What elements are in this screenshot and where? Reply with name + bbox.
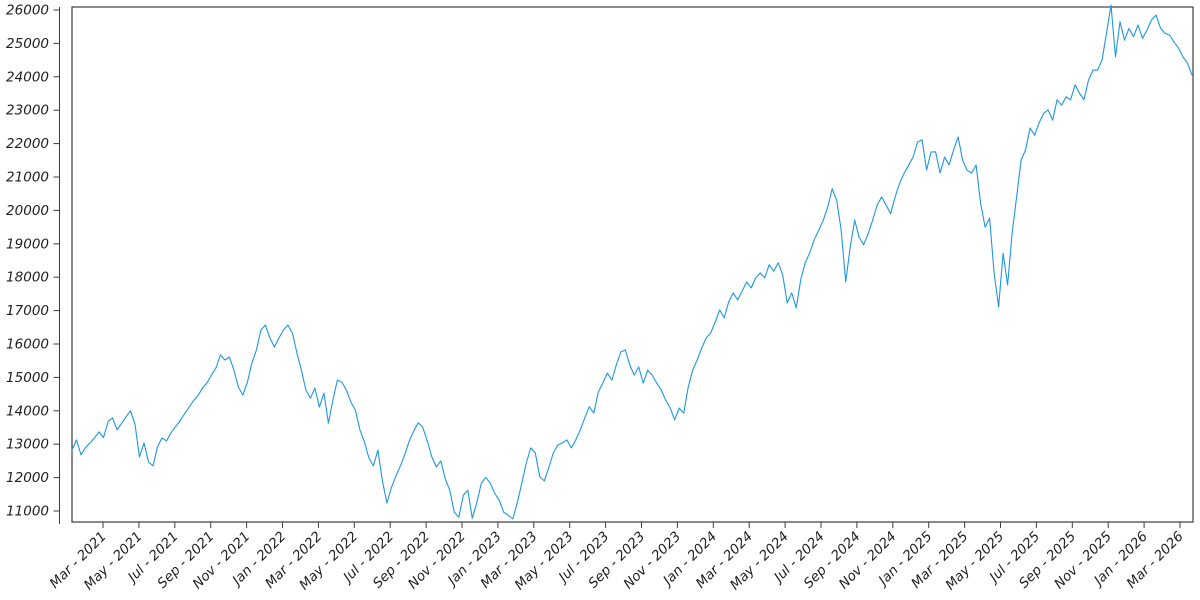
y-tick-label: 11000 — [6, 504, 49, 520]
plot-border — [71, 6, 1194, 523]
y-tick-label: 21000 — [6, 170, 49, 186]
y-tick-label: 24000 — [6, 69, 49, 85]
y-tick-label: 12000 — [6, 470, 49, 486]
y-tick-label: 23000 — [6, 103, 49, 119]
price-line-series — [71, 4, 1193, 520]
y-tick-label: 26000 — [6, 3, 49, 19]
y-tick-label: 13000 — [6, 437, 49, 453]
y-axis: 11000 12000 13000 14000 15000 16000 17000 18000… — [6, 3, 60, 524]
y-tick-label: 16000 — [6, 337, 49, 353]
y-tick-label: 17000 — [6, 303, 49, 319]
y-tick-label: 20000 — [6, 203, 49, 219]
y-tick-label: 22000 — [6, 136, 49, 152]
y-tick-label: 18000 — [6, 270, 49, 286]
y-tick-label: 15000 — [6, 370, 49, 386]
y-tick-label: 25000 — [6, 36, 49, 52]
y-tick-label: 19000 — [6, 236, 49, 252]
y-tick-label: 14000 — [6, 403, 49, 419]
